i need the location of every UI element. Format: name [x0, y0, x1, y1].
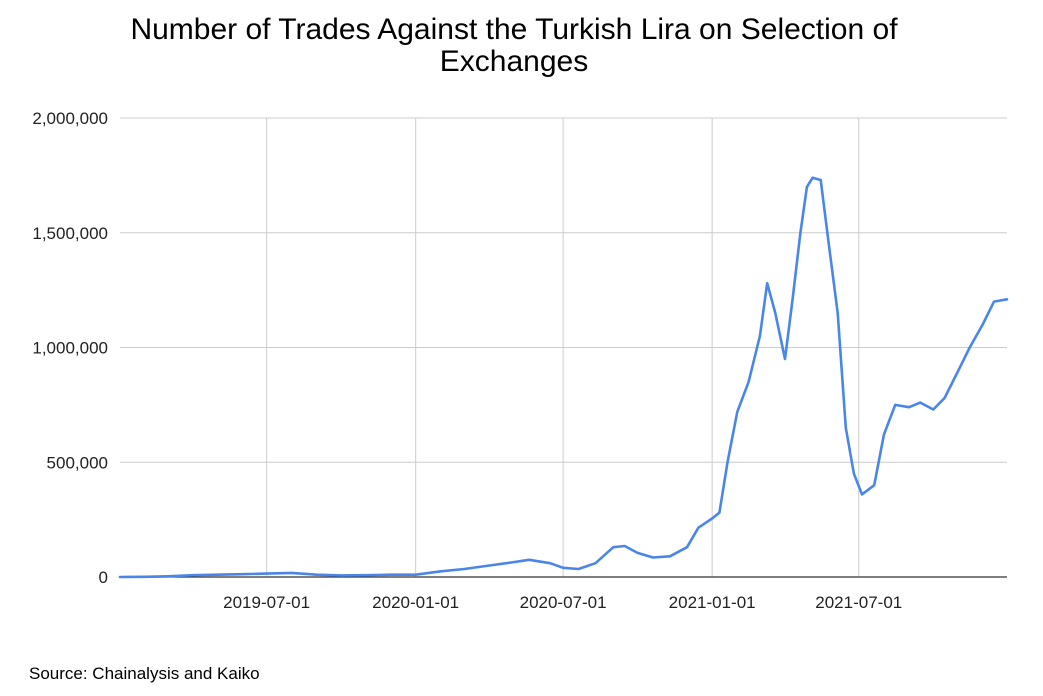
source-note: Source: Chainalysis and Kaiko: [29, 664, 260, 683]
y-tick-label: 1,000,000: [32, 339, 108, 358]
x-tick-label: 2021-01-01: [669, 593, 756, 612]
y-axis-ticks: 0 500,000 1,000,000 1,500,000 2,000,000: [32, 109, 108, 587]
x-tick-label: 2020-01-01: [372, 593, 459, 612]
chart-title-line-1: Number of Trades Against the Turkish Lir…: [130, 13, 898, 46]
chart-title-line-2: Exchanges: [439, 45, 589, 78]
x-tick-label: 2021-07-01: [815, 593, 902, 612]
chart-title: Number of Trades Against the Turkish Lir…: [0, 14, 1028, 78]
x-tick-label: 2019-07-01: [223, 593, 310, 612]
x-tick-label: 2020-07-01: [520, 593, 607, 612]
y-tick-label: 1,500,000: [32, 224, 108, 243]
y-tick-label: 2,000,000: [32, 109, 108, 128]
y-tick-label: 0: [99, 568, 108, 587]
x-gridlines: [266, 118, 860, 577]
series-line-trades: [118, 176, 1009, 579]
x-axis-ticks: 2019-07-01 2020-01-01 2020-07-01 2021-01-01…: [223, 593, 902, 612]
y-tick-label: 500,000: [47, 453, 108, 472]
